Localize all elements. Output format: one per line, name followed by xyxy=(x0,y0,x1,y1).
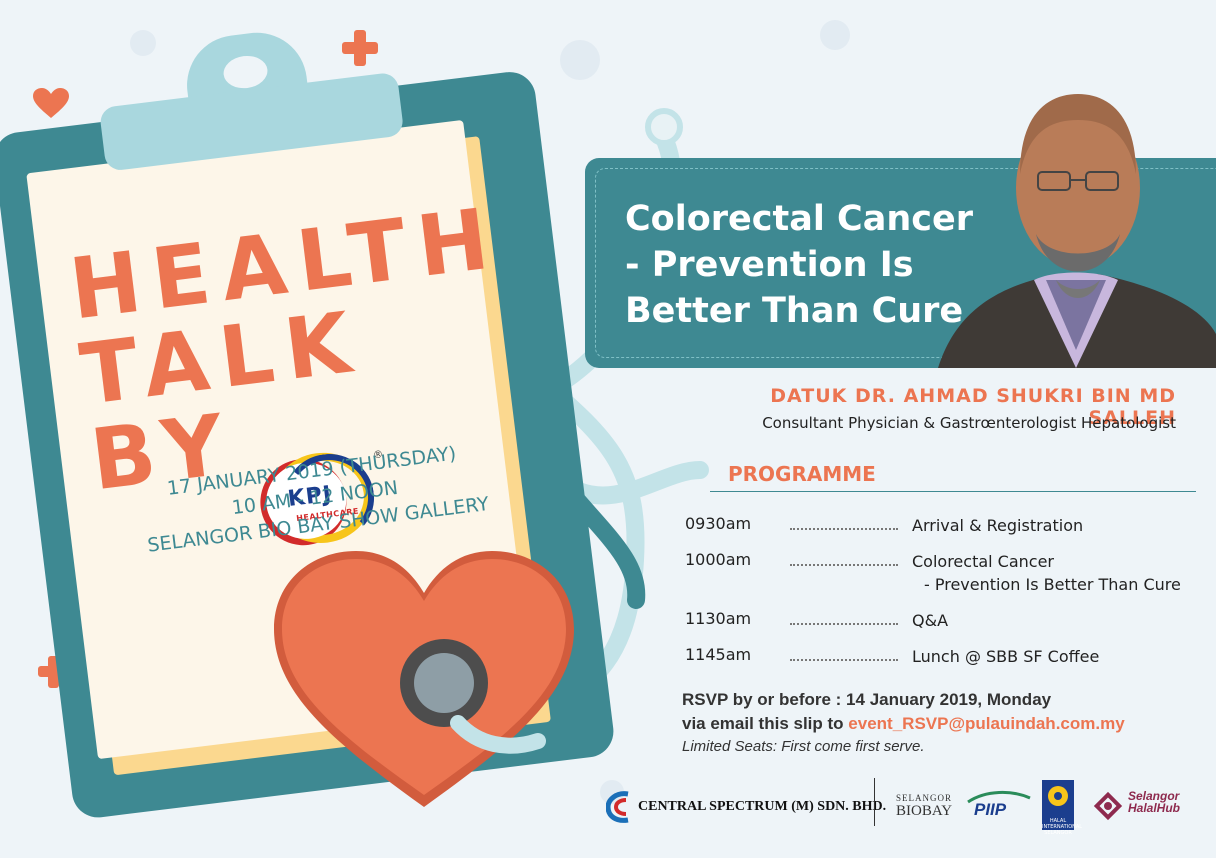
speaker-photo xyxy=(938,94,1216,368)
piip-logo: PIIP xyxy=(966,790,1032,820)
selangor-biobay-logo: SELANGOR BIOBAY xyxy=(896,793,953,819)
leader-dots xyxy=(790,564,898,566)
rsvp-deadline: RSVP by or before : 14 January 2019, Mon… xyxy=(682,690,1052,709)
bg-dot xyxy=(560,40,600,80)
programme-desc: Arrival & Registration xyxy=(912,516,1084,535)
halal-int-icon xyxy=(1048,786,1068,806)
rsvp-email-link[interactable]: event_RSVP@pulauindah.com.my xyxy=(848,714,1125,733)
rsvp-info: RSVP by or before : 14 January 2019, Mon… xyxy=(682,688,1125,736)
bg-dot xyxy=(130,30,156,56)
leader-dots xyxy=(790,528,898,530)
halal-international-logo: HALAL INTERNATIONAL SELANGOR xyxy=(1042,780,1082,836)
rsvp-email-line: via email this slip to event_RSVP@pulaui… xyxy=(682,714,1125,733)
talk-title-line-1: Colorectal Cancer xyxy=(625,199,974,239)
leader-dots xyxy=(790,659,898,661)
speaker-name: DATUK DR. AHMAD SHUKRI BIN MD SALLEH xyxy=(770,385,1176,429)
central-spectrum-icon xyxy=(606,791,629,823)
central-spectrum-logo: CENTRAL SPECTRUM (M) SDN. BHD. xyxy=(606,790,886,824)
halal-hub-emblem-icon xyxy=(1093,791,1123,821)
programme-desc: Lunch @ SBB SF Coffee xyxy=(912,647,1100,666)
small-heart-icon xyxy=(33,88,69,118)
programme-time: 1145am xyxy=(685,645,752,664)
piip-swoosh-icon xyxy=(967,790,1031,804)
plus-icon xyxy=(342,30,378,66)
programme-title: PROGRAMME xyxy=(728,462,876,486)
selangor-halal-hub-logo: Selangor HalalHub xyxy=(1090,788,1200,828)
heart-icon xyxy=(274,551,574,807)
programme-divider xyxy=(710,491,1196,492)
bg-dot xyxy=(820,20,850,50)
footer-logos: CENTRAL SPECTRUM (M) SDN. BHD. SELANGOR … xyxy=(606,778,1206,838)
programme-time: 1000am xyxy=(685,550,752,569)
leader-dots xyxy=(790,623,898,625)
programme-desc: Q&A xyxy=(912,611,949,630)
programme-time: 0930am xyxy=(685,514,752,533)
talk-title-line-2: - Prevention Is xyxy=(625,245,914,285)
central-spectrum-name: CENTRAL SPECTRUM (M) SDN. BHD. xyxy=(638,799,887,814)
seats-note: Limited Seats: First come first serve. xyxy=(682,738,925,755)
speaker-role: Consultant Physician & Gastrœnterologist… xyxy=(762,414,1176,432)
footer-divider xyxy=(874,778,875,826)
programme-desc: Colorectal Cancer - Prevention Is Better… xyxy=(912,552,1181,594)
talk-title-line-3: Better Than Cure xyxy=(625,291,964,331)
talk-title: Colorectal Cancer - Prevention Is Better… xyxy=(625,196,1005,334)
programme-time: 1130am xyxy=(685,609,752,628)
